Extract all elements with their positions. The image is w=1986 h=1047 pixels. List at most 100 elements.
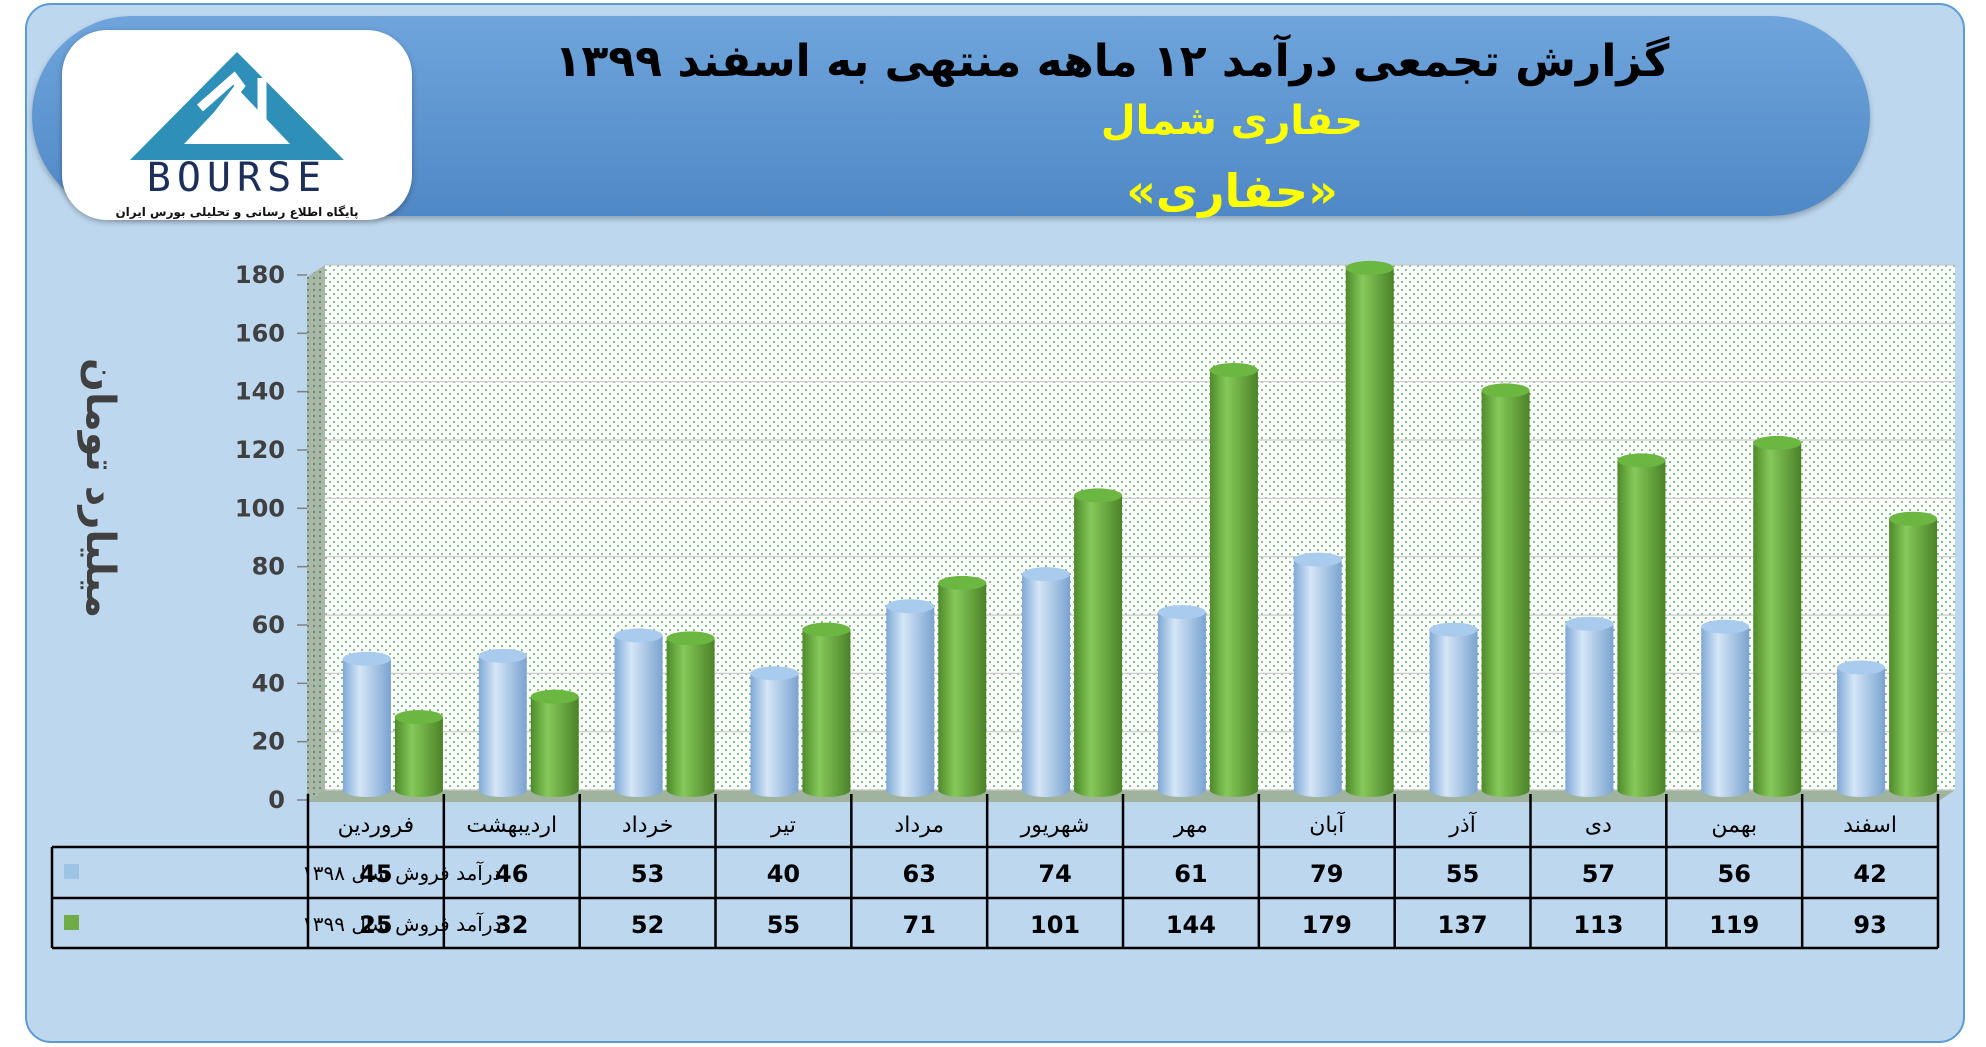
bar-1398 — [1837, 660, 1886, 797]
bar-1399-bottom — [1753, 783, 1802, 797]
data-label: 93 — [1853, 911, 1886, 939]
bar-1398-body — [1701, 626, 1750, 790]
bar-1399-top — [1209, 363, 1258, 377]
data-table: فروردین اردیبهشت خرداد تیر مرداد شهریور مهر آبا… — [50, 794, 1940, 950]
y-tick-label: 40 — [252, 669, 285, 697]
data-label: 32 — [495, 911, 528, 939]
bar-1399-body — [1753, 442, 1802, 790]
bar-1399-body — [394, 717, 443, 790]
bar-1398-bottom — [1701, 783, 1750, 797]
data-label: 52 — [631, 911, 664, 939]
bar-1399 — [1209, 363, 1258, 797]
bar-1399-bottom — [1617, 783, 1666, 797]
bar-1398 — [1429, 622, 1478, 797]
category-label: تیر — [770, 813, 796, 838]
logo-triangle-icon — [130, 52, 344, 160]
bar-1398 — [886, 599, 935, 797]
data-label: 71 — [903, 911, 936, 939]
bar-1398 — [342, 651, 391, 797]
bar-1398-top — [750, 666, 799, 681]
plot-side-wall — [307, 265, 325, 802]
bar-1399 — [1889, 511, 1938, 797]
bar-1399-body — [1209, 370, 1258, 790]
plot-floor — [307, 790, 1955, 802]
bar-1398-top — [1565, 616, 1614, 631]
bar-1398-bottom — [342, 783, 391, 797]
y-tick-label: 160 — [235, 319, 285, 347]
legend-label: درآمد فروش سال ۱۳۹۸ — [302, 860, 501, 885]
legend-label: درآمد فروش سال ۱۳۹۹ — [302, 911, 501, 936]
bar-1398-body — [1429, 629, 1478, 790]
category-label: مهر — [1173, 813, 1208, 838]
company-name: حفاری شمال — [1100, 98, 1364, 144]
bar-1399-bottom — [1074, 783, 1123, 797]
bar-1398-bottom — [1837, 783, 1886, 797]
bar-1398 — [1565, 616, 1614, 797]
bar-1399-body — [1074, 495, 1123, 790]
header-banner: BOURSE پایگاه اطلاع رسانی و تحلیلی بورس … — [32, 16, 1870, 220]
bar-1398-bottom — [750, 783, 799, 797]
legend-swatch — [64, 864, 79, 879]
bar-1399-body — [802, 629, 851, 790]
y-tick-label: 140 — [235, 378, 285, 406]
bar-1399-bottom — [1345, 783, 1394, 797]
y-tick-label: 0 — [268, 786, 285, 814]
bar-1399-bottom — [938, 783, 987, 797]
bar-1398-body — [1157, 612, 1206, 790]
bar-1398-bottom — [614, 783, 663, 797]
logo-wordmark: BOURSE — [146, 155, 328, 201]
bar-1399-bottom — [394, 783, 443, 797]
category-label: خرداد — [622, 813, 673, 838]
bar-1398-bottom — [1293, 783, 1342, 797]
bar-1398-body — [614, 635, 663, 790]
bar-1398-body — [342, 658, 391, 790]
bar-1398-bottom — [1157, 783, 1206, 797]
bar-1399 — [1074, 488, 1123, 797]
bar-1399-top — [1074, 488, 1123, 503]
bar-1399-top — [1345, 260, 1394, 275]
category-label: شهریور — [1020, 813, 1090, 838]
bar-1399 — [1617, 453, 1666, 797]
bar-1399-body — [1481, 390, 1530, 790]
bar-1398-top — [1022, 567, 1071, 582]
bar-1398 — [478, 648, 527, 797]
bar-1398-body — [1565, 623, 1614, 790]
bar-1398-body — [1022, 574, 1071, 790]
data-label: 25 — [359, 911, 392, 939]
bar-1399-bottom — [666, 783, 715, 797]
y-tick-label: 80 — [252, 553, 285, 581]
data-label: 42 — [1853, 860, 1886, 888]
bar-1399 — [1481, 383, 1530, 797]
bars-group — [342, 260, 1938, 797]
bar-1398-body — [478, 655, 527, 790]
bar-1399 — [1753, 435, 1802, 797]
bar-1398-bottom — [1022, 783, 1071, 797]
bar-1398-top — [342, 651, 391, 666]
page-title: گزارش تجمعی درآمد ۱۲ ماهه منتهی به اسفند… — [554, 36, 1670, 87]
bar-1398 — [1293, 552, 1342, 797]
bar-1399-top — [938, 575, 987, 590]
data-label: 119 — [1709, 911, 1759, 939]
bar-1399 — [938, 575, 987, 797]
bar-1398-body — [886, 606, 935, 790]
data-label: 61 — [1174, 860, 1207, 888]
bar-1399-top — [666, 631, 715, 646]
data-label: 55 — [1446, 860, 1479, 888]
data-label: 40 — [767, 860, 800, 888]
bar-1398-body — [1837, 667, 1886, 790]
data-label: 46 — [495, 860, 528, 888]
data-label: 53 — [631, 860, 664, 888]
bar-1398 — [1022, 567, 1071, 797]
bar-1399-bottom — [1481, 783, 1530, 797]
bar-1398-bottom — [886, 783, 935, 797]
bar-1399 — [1345, 260, 1394, 797]
bar-1399-top — [530, 689, 579, 704]
data-label: 101 — [1030, 911, 1080, 939]
legend-swatch — [64, 915, 79, 930]
data-label: 57 — [1582, 860, 1615, 888]
bar-1399-top — [394, 710, 443, 725]
data-label: 179 — [1302, 911, 1352, 939]
bourse-logo: BOURSE پایگاه اطلاع رسانی و تحلیلی بورس … — [62, 30, 412, 220]
logo-tagline: پایگاه اطلاع رسانی و تحلیلی بورس ایران — [115, 205, 359, 219]
